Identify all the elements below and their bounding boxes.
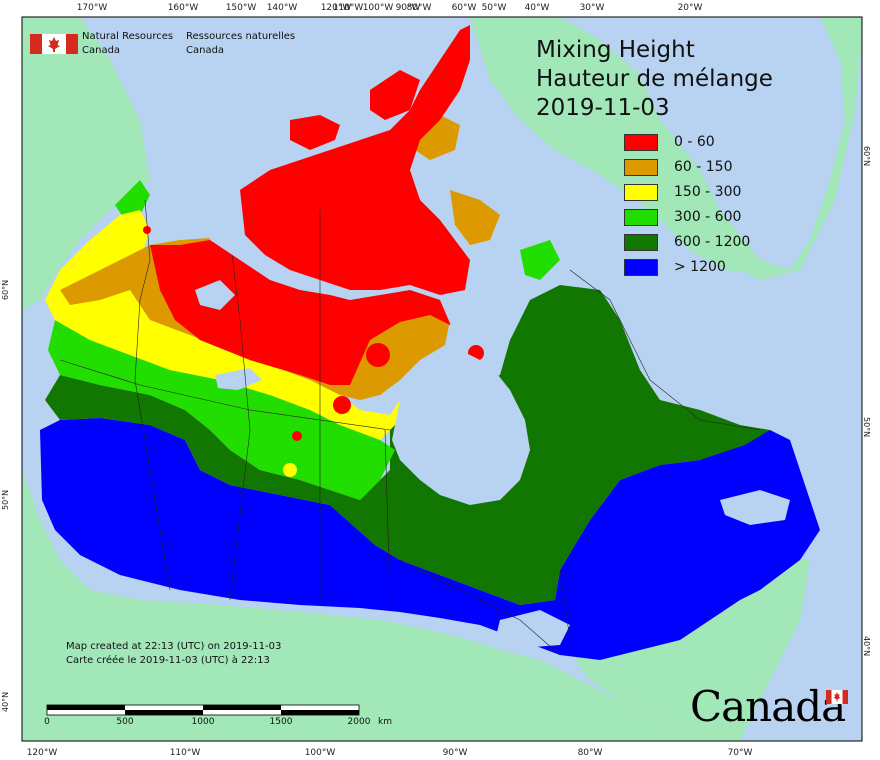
region-gt1200 — [40, 418, 820, 660]
provincial-boundaries — [59, 199, 761, 656]
usa-east-land — [560, 560, 810, 741]
hudson-bay — [392, 350, 530, 505]
graticule-top-label: 110°W — [332, 3, 364, 13]
graticule-left-label: 60°N — [1, 279, 10, 300]
agency-fr-line1: Ressources naturelles — [186, 31, 296, 42]
created-fr: Carte créée le 2019-11-03 (UTC) à 22:13 — [66, 655, 270, 666]
graticule-right-label: 50°N — [862, 417, 871, 438]
map-date: 2019-11-03 — [536, 95, 670, 121]
canada-flag-icon — [30, 34, 78, 54]
graticule-top-label: 80°W — [406, 3, 432, 13]
region-0-60-spot5 — [143, 226, 151, 234]
graticule-bottom-label: 90°W — [442, 748, 468, 758]
legend-label: 60 - 150 — [674, 159, 733, 175]
legend-label: 300 - 600 — [674, 209, 742, 225]
legend-swatch — [624, 209, 658, 226]
region-300-600 — [48, 320, 395, 500]
agency-en-line1: Natural Resources — [82, 31, 174, 42]
legend-swatch — [624, 159, 658, 176]
graticule-bottom-label: 80°W — [577, 748, 603, 758]
legend-swatch — [624, 134, 658, 151]
region-60-150-east — [450, 190, 500, 245]
agency-name-fr: Ressources naturelles Canada — [186, 30, 295, 58]
scale-bar-labels: 0 500 1000 1500 2000 km — [0, 717, 880, 731]
agency-name-en: Natural Resources Canada — [82, 30, 173, 58]
graticule-left-label: 40°N — [1, 691, 10, 712]
scale-unit: km — [378, 717, 392, 727]
great-slave-lake — [215, 368, 262, 390]
region-150-300-spot — [283, 463, 297, 477]
legend-swatch — [624, 184, 658, 201]
graticule-top-label: 140°W — [266, 3, 298, 13]
graticule-top-label: 60°W — [451, 3, 477, 13]
legend-label: 150 - 300 — [674, 184, 742, 200]
usa-land — [22, 470, 700, 741]
region-0-60-spot3 — [292, 431, 302, 441]
graticule-top-label: 150°W — [225, 3, 257, 13]
graticule-top-label: 50°W — [481, 3, 507, 13]
scale-label: 500 — [116, 717, 134, 727]
region-300-600-east — [520, 240, 560, 280]
region-0-60-mainland — [150, 240, 460, 385]
map-border — [21, 16, 863, 742]
graticule-top-label: 160°W — [167, 3, 199, 13]
scale-bar — [46, 704, 360, 716]
legend-label: > 1200 — [674, 259, 726, 275]
graticule-right-label: 60°N — [862, 146, 871, 167]
scale-label: 1000 — [191, 717, 215, 727]
wordmark-flag-icon — [826, 690, 848, 704]
agency-en-line2: Canada — [82, 45, 121, 56]
title-fr: Hauteur de mélange — [536, 66, 773, 92]
graticule-bottom-label: 100°W — [304, 748, 336, 758]
great-lakes — [495, 610, 570, 648]
created-note: Map created at 22:13 (UTC) on 2019-11-03… — [66, 640, 281, 668]
scale-label: 0 — [44, 717, 50, 727]
graticule-bottom-label: 110°W — [169, 748, 201, 758]
graticule-top-label: 20°W — [677, 3, 703, 13]
graticule-top-label: 30°W — [579, 3, 605, 13]
greenland-west — [470, 17, 770, 272]
scale-label: 1500 — [269, 717, 293, 727]
agency-fr-line2: Canada — [186, 45, 225, 56]
region-0-60-spot1 — [366, 343, 390, 367]
legend-swatch — [624, 259, 658, 276]
graticule-top-label: 90°W — [395, 3, 421, 13]
graticule-bottom-label: 120°W — [26, 748, 58, 758]
great-bear-lake — [195, 280, 235, 310]
region-0-60-banks — [370, 70, 420, 120]
map-title: Mixing Height Hauteur de mélange 2019-11… — [536, 36, 773, 123]
canada-wordmark: Canada — [690, 682, 846, 731]
region-0-60-islands — [240, 25, 470, 295]
graticule-top-label: 170°W — [76, 3, 108, 13]
region-0-60-victoria — [290, 115, 340, 150]
region-300-600-north — [115, 180, 150, 220]
graticule-top-label: 100°W — [362, 3, 394, 13]
graticule-right-label: 40°N — [862, 636, 871, 657]
alaska-land — [22, 17, 150, 310]
hudson-strait — [440, 290, 520, 345]
graticule-top-label: 40°W — [524, 3, 550, 13]
graticule-top-label: 120°W — [320, 3, 352, 13]
scale-label: 2000 — [347, 717, 371, 727]
gulf-st-lawrence — [720, 490, 790, 525]
legend-swatch — [624, 234, 658, 251]
legend-label: 0 - 60 — [674, 134, 715, 150]
legend-label: 600 - 1200 — [674, 234, 751, 250]
created-en: Map created at 22:13 (UTC) on 2019-11-03 — [66, 641, 282, 652]
title-en: Mixing Height — [536, 37, 695, 63]
graticule-bottom-label: 70°W — [727, 748, 753, 758]
graticule-left-label: 50°N — [1, 489, 10, 510]
region-0-60-spot2 — [333, 396, 351, 414]
